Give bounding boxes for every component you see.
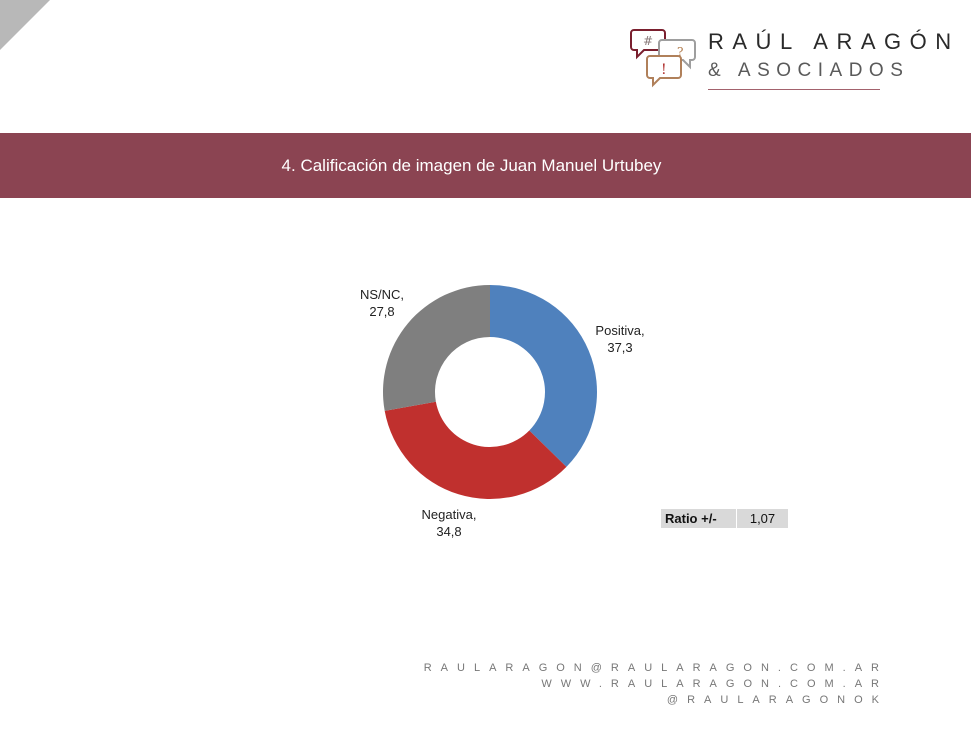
speech-bubbles-icon: # ? ! [630, 29, 696, 88]
label-negativa-name: Negativa, [421, 507, 477, 522]
brand-title: RAÚL ARAGÓN [708, 29, 960, 54]
donut-slice-positiva [490, 285, 597, 467]
label-positiva: Positiva, 37,3 [588, 322, 652, 356]
label-nsnc: NS/NC, 27,8 [352, 286, 412, 320]
label-negativa: Negativa, 34,8 [414, 506, 484, 540]
svg-text:#: # [643, 34, 653, 48]
corner-decoration [0, 0, 50, 50]
ratio-label: Ratio +/- [661, 509, 737, 528]
donut-slice-negativa [384, 401, 567, 499]
ratio-table: Ratio +/- 1,07 [661, 509, 788, 528]
footer-social[interactable]: @RAULARAGONOK [666, 694, 888, 706]
label-negativa-value: 34,8 [436, 524, 462, 539]
footer-website[interactable]: WWW.RAULARAGON.COM.AR [541, 678, 888, 690]
title-banner: 4. Calificación de imagen de Juan Manuel… [0, 133, 971, 198]
label-positiva-name: Positiva, [595, 323, 645, 338]
brand-subtitle: & ASOCIADOS [708, 60, 910, 81]
contact-footer: RAULARAGON@RAULARAGON.COM.AR WWW.RAULARA… [424, 660, 879, 708]
brand-underline [708, 89, 880, 90]
brand-logo: # ? ! RAÚL ARAGÓN & ASOCIADOS [628, 26, 958, 96]
label-nsnc-value: 27,8 [369, 304, 395, 319]
label-positiva-value: 37,3 [607, 340, 633, 355]
svg-text:?: ? [677, 45, 683, 59]
footer-email[interactable]: RAULARAGON@RAULARAGON.COM.AR [423, 662, 888, 674]
donut-slice-nsnc [382, 285, 490, 411]
label-nsnc-name: NS/NC, [359, 287, 405, 302]
svg-text:!: ! [661, 62, 667, 78]
ratio-value: 1,07 [749, 511, 776, 526]
page-title: 4. Calificación de imagen de Juan Manuel… [281, 155, 662, 175]
